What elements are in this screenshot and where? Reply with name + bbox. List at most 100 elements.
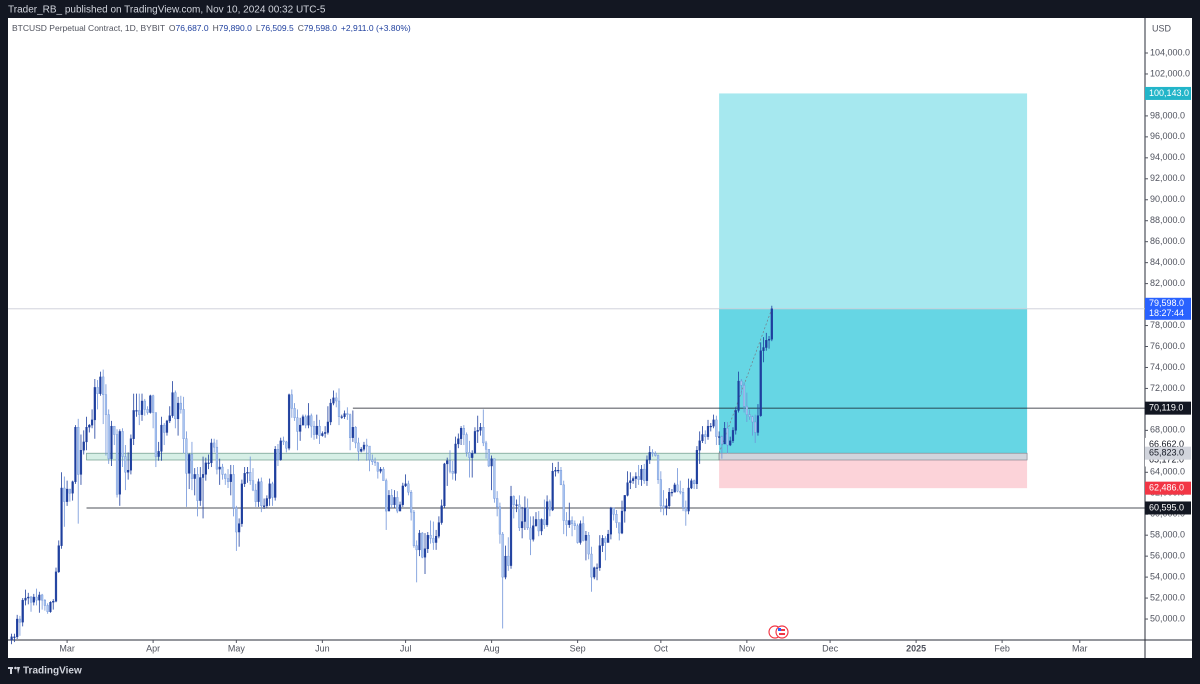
- candle-body: [662, 505, 665, 509]
- price-tag-label: 79,598.0: [1149, 298, 1184, 308]
- support-zone: [86, 452, 720, 461]
- x-tick-label: Dec: [822, 643, 839, 653]
- candle-body: [85, 427, 88, 443]
- candle-body: [35, 596, 38, 601]
- logo-dot: [14, 666, 17, 670]
- candle-body: [387, 495, 391, 512]
- candle-body: [127, 469, 130, 473]
- candle-body: [440, 505, 443, 523]
- candle-body: [307, 415, 310, 426]
- candle-body: [201, 474, 205, 478]
- candle-body: [326, 421, 330, 433]
- legend-change: +2,911.0 (+3.80%): [341, 23, 411, 33]
- candle-body: [509, 496, 513, 566]
- candle-body: [396, 497, 399, 512]
- x-tick-label: Nov: [739, 643, 756, 653]
- entry-band: [718, 452, 1028, 461]
- candle-body: [684, 507, 687, 512]
- candle-body: [46, 605, 49, 612]
- candle-body: [459, 428, 463, 439]
- candle-body: [543, 519, 546, 525]
- candle-body: [612, 507, 615, 515]
- candle-body: [279, 440, 282, 460]
- candle-body: [451, 471, 454, 474]
- candle-body: [10, 636, 13, 641]
- candle-body: [362, 444, 366, 450]
- candle-body: [243, 473, 246, 485]
- price-tag-label: 66,662.0: [1149, 439, 1184, 449]
- candle-body: [723, 428, 726, 445]
- candle-body: [346, 413, 349, 415]
- price-tag-label: 60,595.0: [1149, 502, 1184, 512]
- candle-body: [679, 490, 682, 493]
- candle-body: [160, 424, 163, 452]
- candle-body: [299, 424, 302, 432]
- candle-body: [318, 425, 321, 436]
- candle-body: [410, 492, 413, 513]
- candle-body: [498, 506, 502, 535]
- candle-body: [312, 425, 316, 435]
- price-tag: [1145, 481, 1191, 495]
- candle-body: [287, 394, 291, 449]
- candle-body: [113, 425, 116, 435]
- candle-body: [676, 484, 679, 492]
- candle-body: [276, 449, 280, 460]
- candle-body: [568, 520, 571, 525]
- candle-body: [504, 555, 507, 578]
- y-tick-label: 50,000.0: [1150, 613, 1185, 623]
- candle-body: [79, 450, 83, 475]
- candle-body: [77, 427, 80, 475]
- candle-body: [607, 533, 610, 543]
- y-tick-label: 96,000.0: [1150, 131, 1185, 141]
- candle-body: [385, 480, 388, 512]
- candle-body: [224, 474, 227, 479]
- candle-body: [107, 414, 110, 459]
- candle-body: [52, 601, 55, 603]
- candle-body: [651, 452, 654, 454]
- candle-body: [640, 468, 643, 480]
- candle-body: [515, 504, 518, 506]
- candle-body: [734, 410, 737, 431]
- candle-body: [726, 428, 729, 446]
- y-tick-label: 58,000.0: [1150, 530, 1185, 540]
- candle-body: [60, 487, 63, 546]
- candle-body: [282, 440, 285, 443]
- y-tick-label: 84,000.0: [1150, 257, 1185, 267]
- y-tick-label: 86,000.0: [1150, 236, 1185, 246]
- candle-body: [140, 400, 144, 415]
- candle-body: [149, 395, 152, 413]
- candle-body: [235, 507, 238, 533]
- candle-body: [609, 507, 613, 535]
- candle-body: [371, 459, 374, 463]
- candle-body: [190, 454, 194, 479]
- candle-body: [604, 538, 607, 543]
- candle-body: [729, 440, 732, 446]
- x-tick-label: Apr: [146, 643, 160, 653]
- candle-body: [584, 534, 588, 541]
- candle-body: [207, 462, 210, 464]
- candle-body: [210, 442, 213, 464]
- candle-body: [271, 483, 274, 498]
- candle-body: [742, 385, 746, 407]
- candle-body: [357, 442, 360, 452]
- candle-body: [240, 483, 243, 524]
- candle-body: [18, 618, 22, 623]
- y-tick-label: 54,000.0: [1150, 571, 1185, 581]
- candle-body: [659, 479, 662, 507]
- candle-body: [154, 412, 157, 457]
- candle-body: [598, 545, 601, 568]
- candle-body: [493, 458, 496, 499]
- candle-body: [315, 425, 318, 435]
- candle-body: [432, 538, 435, 543]
- candle-body: [110, 425, 113, 459]
- candle-body: [693, 480, 696, 485]
- candle-body: [559, 469, 563, 486]
- candle-body: [49, 602, 52, 612]
- candle-body: [718, 436, 721, 438]
- candle-body: [215, 446, 219, 470]
- candle-body: [740, 380, 743, 386]
- candle-body: [634, 476, 637, 479]
- candle-body: [404, 483, 407, 487]
- candle-body: [770, 308, 773, 340]
